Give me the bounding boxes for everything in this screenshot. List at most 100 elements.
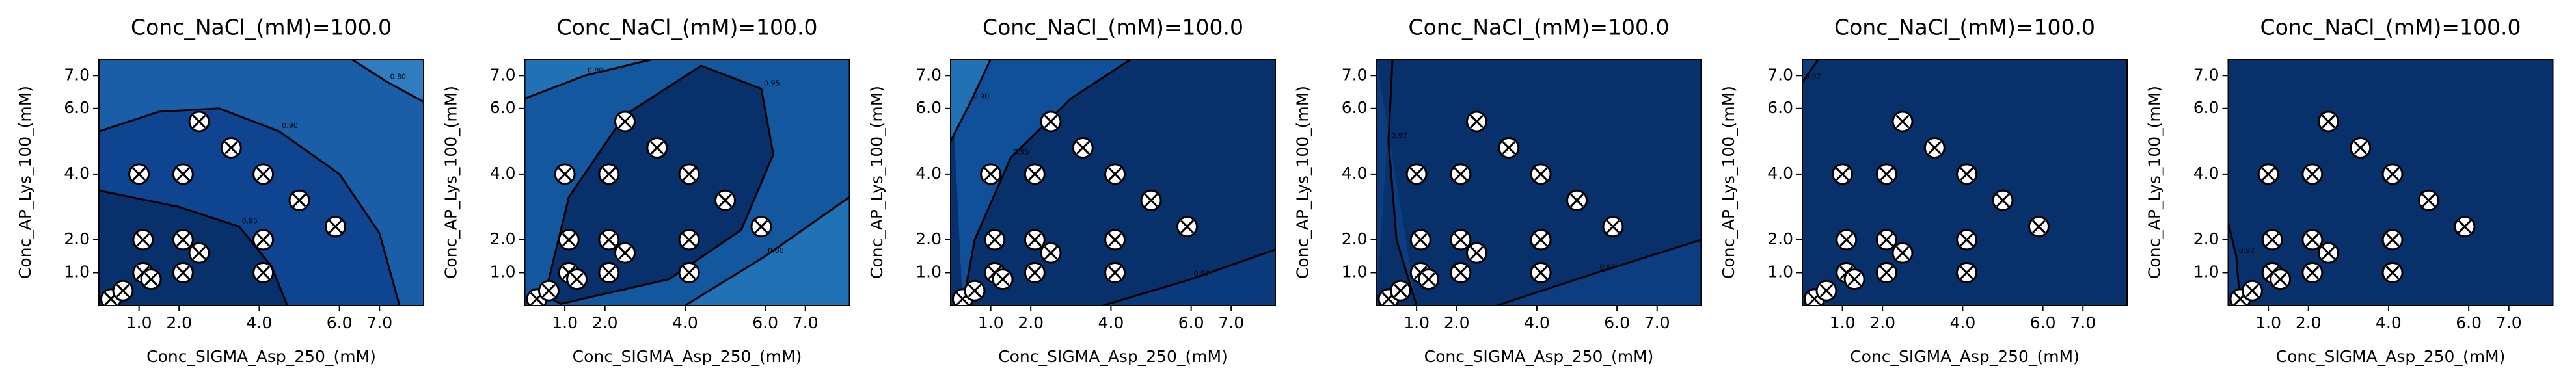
- y-tick-label: 2.0: [1342, 229, 1368, 248]
- y-tick-label: 6.0: [490, 98, 516, 117]
- y-tick-label: 4.0: [1767, 164, 1793, 183]
- marker-cross: [132, 167, 146, 181]
- contour-line: [351, 59, 424, 103]
- marker-cross: [1470, 114, 1484, 129]
- data-point: [1956, 163, 1978, 185]
- subplot: 0.97 0.97 1.0 2.0 4.0 6.0 7.0 1.0 2.0 4.0 6.0 7.0 Co…: [1294, 15, 1702, 366]
- contour-line: [962, 59, 1132, 306]
- x-tick-label: 2.0: [592, 313, 618, 332]
- x-tick-label: 6.0: [1178, 313, 1204, 332]
- marker-cross: [1028, 233, 1042, 247]
- x-tick-label: 7.0: [1644, 313, 1670, 332]
- y-tick-label: 6.0: [64, 98, 90, 117]
- subplot: 0.97 1.0 2.0 4.0 6.0 7.0 1.0 2.0 4.0 6.0 7.0 Conc_N…: [1719, 15, 2128, 366]
- marker-cross: [718, 193, 732, 207]
- data-point: [2301, 229, 2324, 251]
- x-tick-label: 2.0: [1869, 313, 1895, 332]
- contour-label: 0.97: [2239, 246, 2255, 255]
- x-tick-label: 7.0: [2496, 313, 2522, 332]
- marker-cross: [144, 272, 158, 286]
- y-tick-label: 4.0: [1342, 164, 1368, 183]
- marker-cross: [1534, 233, 1548, 247]
- contour-line: [524, 59, 653, 100]
- data-point: [598, 261, 620, 283]
- plot-area: 0.97: [1802, 59, 2127, 306]
- marker-cross: [2385, 233, 2400, 247]
- contour-fill: [524, 59, 653, 99]
- data-point: [1832, 163, 1854, 185]
- contour-label: 0.97: [1805, 72, 1821, 81]
- x-tick-label: 4.0: [2376, 313, 2402, 332]
- marker-cross: [2458, 220, 2472, 234]
- data-point: [324, 216, 346, 238]
- data-point: [2027, 216, 2050, 238]
- axes-frame: [2227, 58, 2554, 306]
- contour-fill: [2228, 223, 2240, 306]
- marker-cross: [2322, 246, 2335, 260]
- y-tick-label: 1.0: [64, 262, 90, 281]
- x-tick-label: 2.0: [1444, 313, 1470, 332]
- data-point: [188, 110, 210, 133]
- marker-cross: [2305, 233, 2320, 247]
- data-point: [614, 110, 636, 133]
- marker-cross: [2245, 283, 2259, 298]
- data-point: [1024, 163, 1046, 185]
- y-tick-label: 2.0: [1767, 229, 1793, 248]
- marker-cross: [1108, 167, 1122, 181]
- marker-cross: [2353, 141, 2368, 155]
- marker-cross: [256, 233, 270, 247]
- data-point: [2381, 229, 2404, 251]
- data-point: [172, 261, 194, 283]
- contour-fill: [685, 197, 850, 306]
- data-point: [566, 268, 588, 291]
- y-tick-label: 1.0: [1342, 262, 1368, 281]
- marker-cross: [1409, 167, 1424, 181]
- y-axis-label: Conc_AP_Lys_100_(mM): [16, 86, 34, 279]
- marker-cross: [1076, 141, 1090, 155]
- marker-cross: [1502, 141, 1516, 155]
- data-point: [980, 163, 1002, 185]
- subplot-title: Conc_NaCl_(mM)=100.0: [1409, 15, 1670, 40]
- marker-cross: [176, 233, 190, 247]
- y-tick-label: 4.0: [490, 164, 516, 183]
- y-tick-label: 7.0: [64, 65, 90, 84]
- x-axis-label: Conc_SIGMA_Asp_250_(mM): [573, 347, 802, 366]
- data-point: [2257, 163, 2279, 185]
- subplot-title: Conc_NaCl_(mM)=100.0: [983, 15, 1243, 40]
- subplot-title: Conc_NaCl_(mM)=100.0: [2260, 15, 2521, 40]
- plot-area: 0.95 0.90 0.97: [951, 59, 1275, 306]
- plot-area: 0.90 0.95 0.80: [99, 59, 424, 306]
- x-tick-label: 6.0: [2030, 313, 2056, 332]
- data-point: [2318, 242, 2340, 264]
- data-point: [537, 280, 560, 302]
- x-axis-label: Conc_SIGMA_Asp_250_(mM): [998, 347, 1228, 366]
- x-tick-label: 6.0: [752, 313, 778, 332]
- contour-fill: [1376, 59, 1417, 306]
- data-point: [1956, 229, 1978, 251]
- marker-cross: [1895, 114, 1910, 129]
- data-point: [614, 242, 636, 264]
- marker-cross: [602, 266, 616, 280]
- marker-cross: [1839, 233, 1854, 247]
- marker-cross: [1413, 233, 1428, 247]
- x-tick-label: 4.0: [672, 313, 698, 332]
- marker-cross: [1394, 283, 1407, 298]
- y-tick-label: 6.0: [1767, 98, 1793, 117]
- contour-line: [99, 107, 401, 306]
- data-point: [220, 136, 242, 159]
- y-tick-label: 2.0: [64, 229, 90, 248]
- marker-cross: [570, 272, 584, 286]
- data-point: [2261, 229, 2283, 251]
- data-point: [2454, 216, 2476, 238]
- data-point: [288, 189, 310, 211]
- marker-cross: [1180, 220, 1194, 234]
- subplot-title: Conc_NaCl_(mM)=100.0: [1834, 15, 2095, 40]
- contour-label: 0.80: [390, 72, 407, 81]
- marker-cross: [602, 167, 616, 181]
- data-point: [1923, 136, 1946, 159]
- data-point: [1956, 261, 1978, 283]
- y-tick-label: 7.0: [1767, 65, 1793, 84]
- marker-cross: [329, 220, 342, 234]
- y-tick-label: 7.0: [1342, 65, 1368, 84]
- marker-cross: [1028, 266, 1042, 280]
